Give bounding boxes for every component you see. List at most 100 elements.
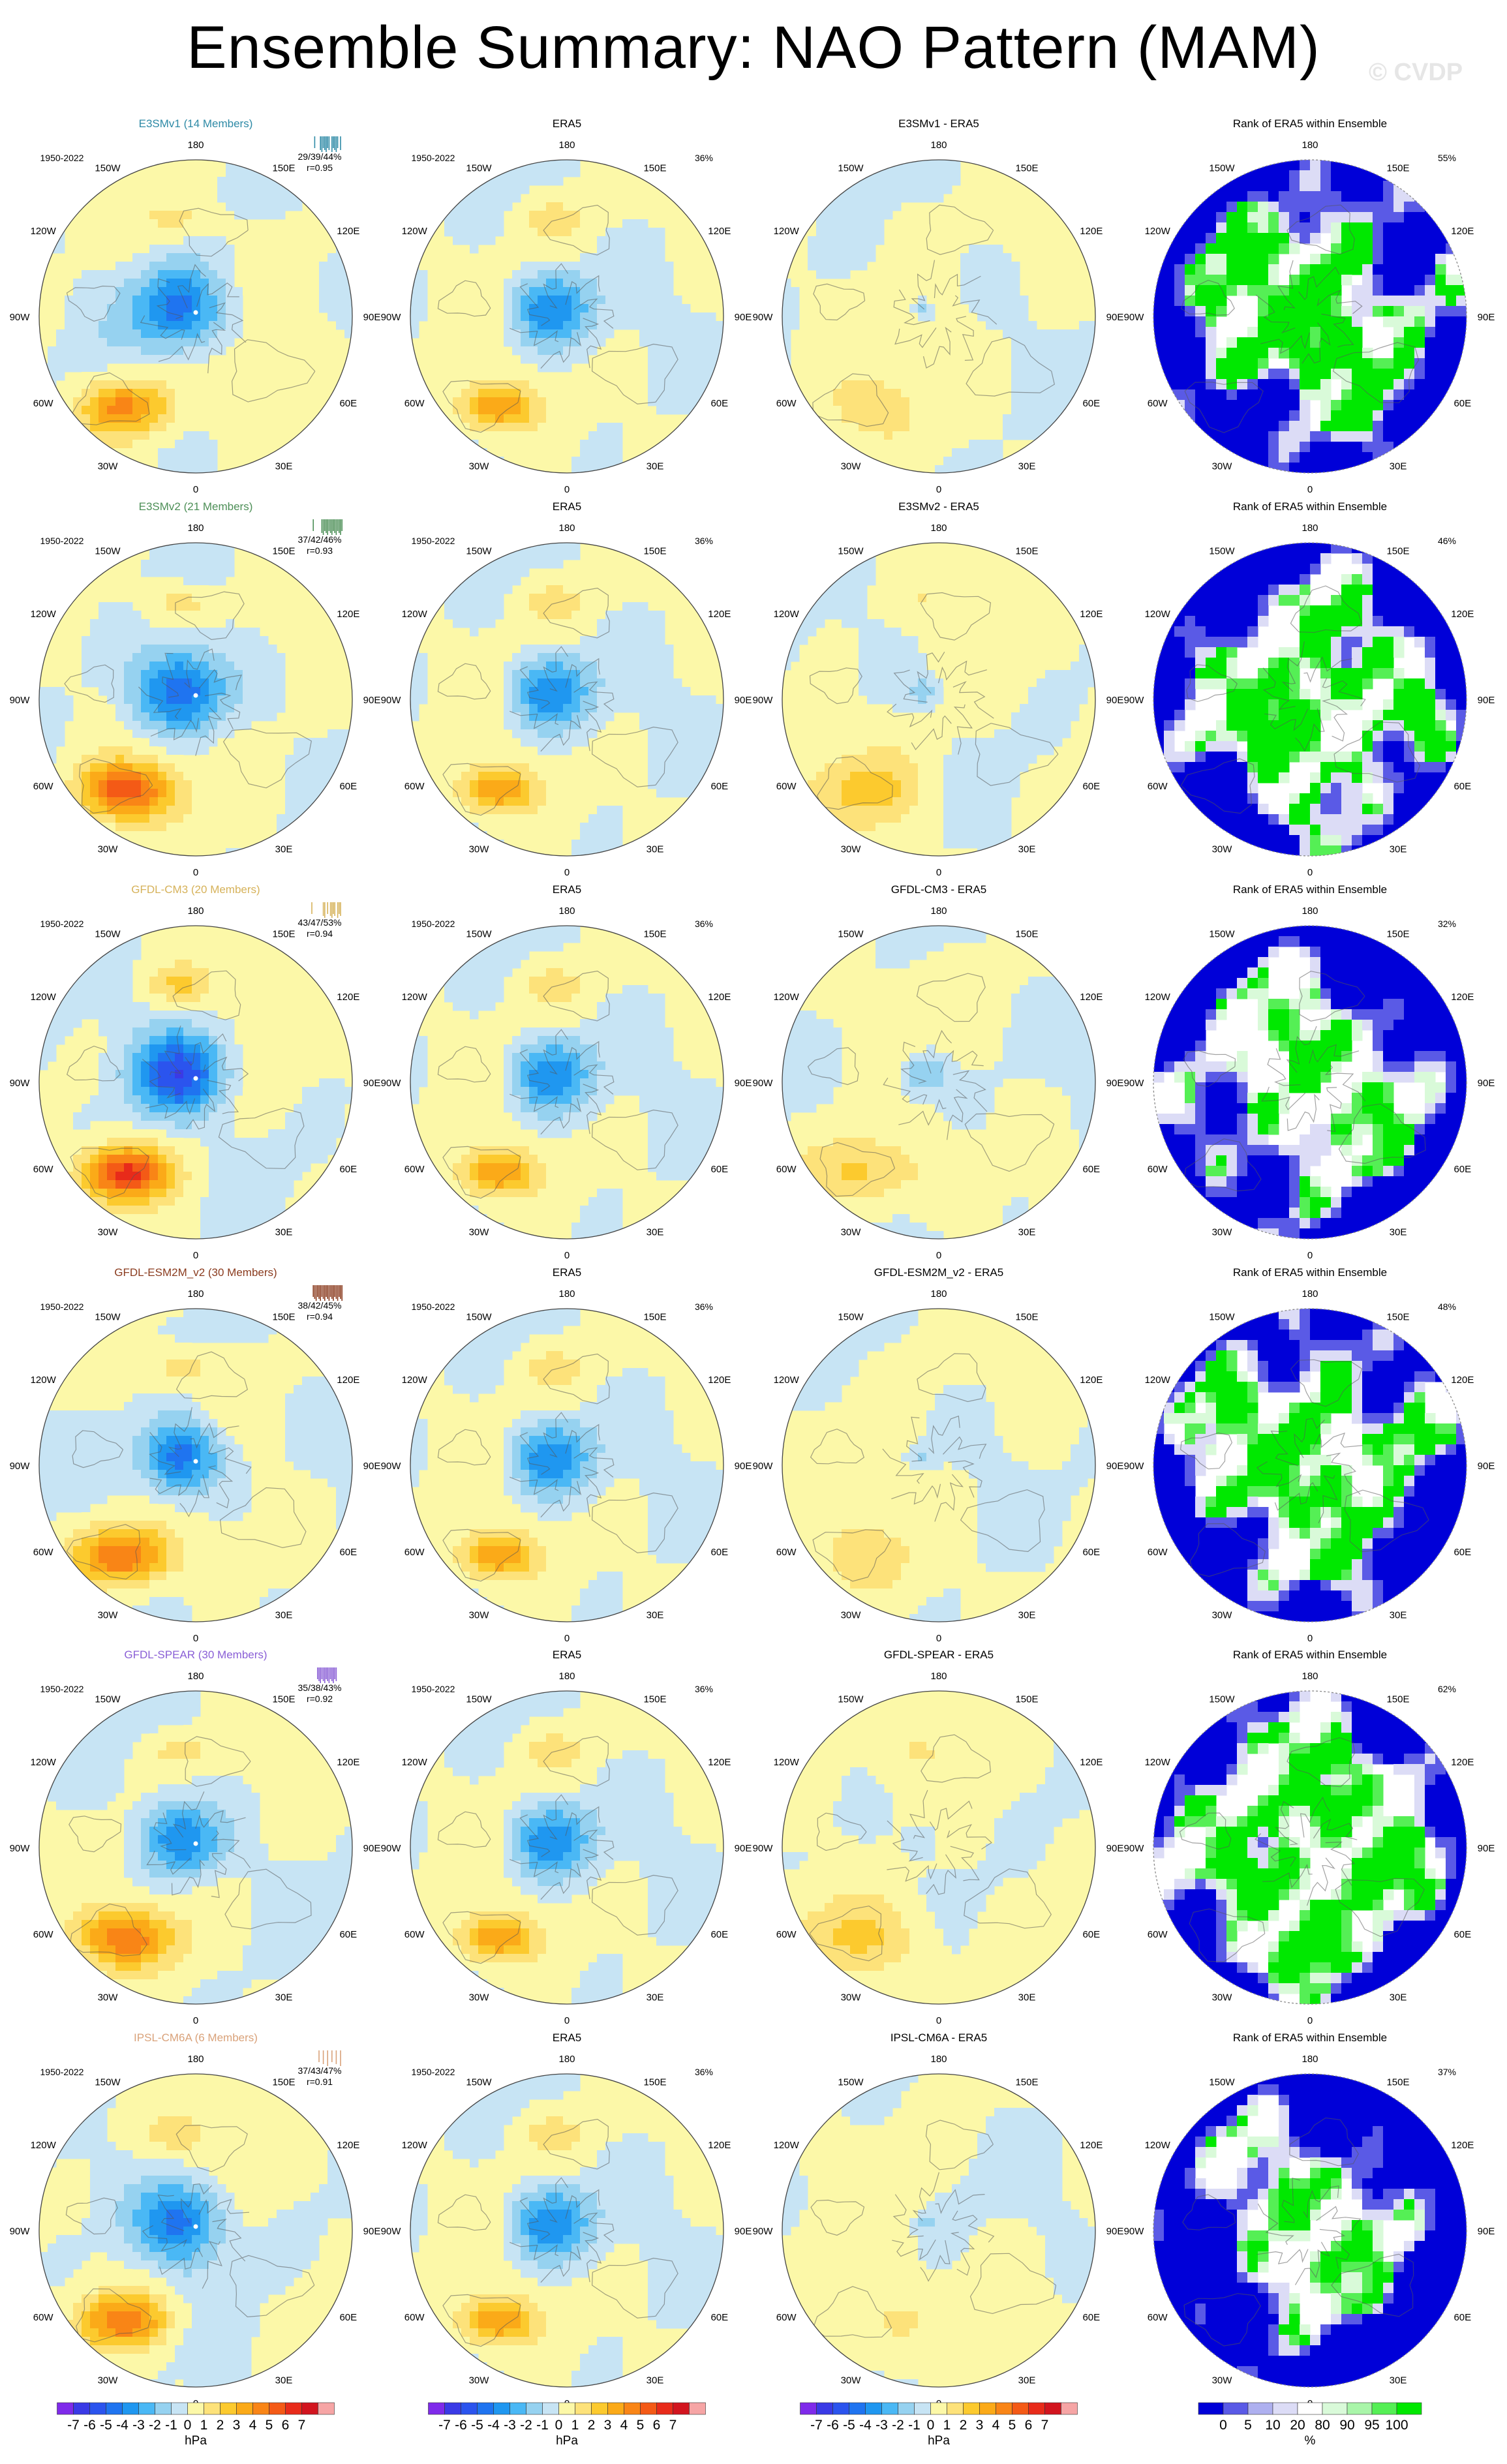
member-bar — [327, 902, 328, 914]
colorbar-box — [656, 2402, 673, 2415]
colorbar-box — [526, 2402, 543, 2415]
colorbar-tick: 0 — [1219, 2418, 1227, 2433]
longitude-label: 90E — [1106, 2226, 1124, 2237]
longitude-label: 60E — [339, 1929, 357, 1940]
colorbar-tick: 0 — [184, 2418, 192, 2433]
longitude-label: 30E — [647, 1227, 664, 1238]
correlation-label: r=0.94 — [307, 928, 333, 939]
colorbar-tick: 1 — [943, 2418, 951, 2433]
colorbar-tick: -1 — [536, 2418, 549, 2433]
colorbar-box — [1272, 2402, 1298, 2415]
longitude-label: 150W — [95, 162, 121, 174]
longitude-label: 0 — [1307, 1250, 1313, 1261]
longitude-label: 90E — [363, 1843, 381, 1854]
longitude-label: 120E — [708, 609, 731, 620]
longitude-label: 0 — [564, 1250, 570, 1261]
colorbar-tick: -3 — [875, 2418, 888, 2433]
longitude-label: 60W — [33, 781, 54, 792]
longitude-label: 150W — [838, 1311, 864, 1322]
longitude-label: 30W — [469, 844, 490, 855]
ensemble-pct-label: 29/39/44% — [298, 151, 342, 162]
longitude-label: 180 — [930, 1671, 947, 1682]
longitude-label: 150W — [1209, 1311, 1235, 1322]
longitude-label: 90E — [735, 695, 752, 706]
coastline — [437, 1353, 678, 1582]
panel-ensemble-gfdl-cm3: GFDL-CM3 (20 Members) 1950-2022 43/47/53%r… — [10, 883, 381, 1261]
longitude-label: 180 — [558, 523, 575, 534]
longitude-label: 150E — [272, 545, 295, 556]
longitude-label: 30W — [1212, 461, 1233, 472]
longitude-label: 120W — [31, 2140, 57, 2151]
panel-difference: GFDL-CM3 - ERA5 0 30E 60E 90E 120E 150E 180 150W… — [753, 883, 1124, 1261]
longitude-label: 30W — [469, 1610, 490, 1621]
panel-era5: ERA51950-202236%030E60E90E120E150E180150… — [381, 2031, 752, 2409]
contour-field — [39, 2074, 352, 2387]
longitude-label: 30W — [98, 844, 119, 855]
colorbar-box — [171, 2402, 188, 2415]
longitude-label: 150W — [466, 545, 492, 556]
panel-rank: Rank of ERA5 within Ensemble37%030E60E90… — [1124, 2031, 1495, 2409]
longitude-label: 90W — [753, 2226, 774, 2237]
period-label: 1950-2022 — [412, 919, 455, 929]
member-bar — [335, 1667, 337, 1681]
colorbar-tick: 5 — [637, 2418, 645, 2433]
panel-difference: E3SMv2 - ERA5 0 30E 60E 90E 120E 150E 180 150W 12… — [753, 500, 1124, 878]
rank-field — [1153, 160, 1467, 473]
contour-field — [410, 1309, 723, 1622]
coastline — [437, 970, 678, 1199]
member-bar — [326, 1667, 327, 1679]
member-bar — [331, 519, 333, 535]
longitude-label: 90W — [1124, 1843, 1145, 1854]
longitude-label: 120W — [1145, 226, 1171, 237]
ensemble-pct-label: 43/47/53% — [298, 917, 342, 928]
member-bar — [320, 1285, 321, 1301]
longitude-label: 120E — [1080, 1375, 1103, 1386]
member-bar — [334, 1285, 335, 1297]
member-bar — [337, 519, 339, 531]
colorbar-box — [285, 2402, 302, 2415]
colorbar-box — [832, 2402, 849, 2415]
coastline — [437, 204, 678, 433]
member-bar — [318, 2050, 320, 2062]
longitude-label: 60E — [339, 1164, 357, 1175]
colorbar-box — [204, 2402, 221, 2415]
longitude-label: 30W — [469, 1227, 490, 1238]
panel-rank: Rank of ERA5 within Ensemble 62% 0 30E 60E 90… — [1124, 1649, 1495, 2026]
longitude-label: 120W — [774, 1757, 800, 1768]
member-bar — [326, 519, 327, 533]
coastline — [66, 207, 316, 425]
center-marker — [193, 310, 198, 315]
longitude-label: 90W — [381, 695, 402, 706]
panel-title: E3SMv2 (21 Members) — [139, 500, 253, 513]
colorbar-box — [542, 2402, 559, 2415]
longitude-label: 90W — [753, 695, 774, 706]
member-bar — [340, 519, 341, 535]
colorbar-box — [575, 2402, 592, 2415]
member-bar — [327, 1667, 328, 1681]
ensemble-pct-label: 35/38/43% — [298, 1682, 342, 1693]
longitude-label: 30W — [98, 1992, 119, 2003]
longitude-label: 30W — [841, 1992, 862, 2003]
member-bar — [331, 1667, 333, 1681]
period-label: 1950-2022 — [412, 153, 455, 163]
longitude-label: 120E — [1080, 1757, 1103, 1768]
longitude-label: 60W — [33, 1164, 54, 1175]
longitude-label: 150E — [272, 928, 295, 939]
longitude-label: 150W — [466, 2076, 492, 2088]
longitude-label: 60E — [1082, 1929, 1100, 1940]
coastline — [437, 1735, 678, 1964]
colorbar-box — [673, 2402, 690, 2415]
colorbar-tick: 2 — [217, 2418, 224, 2433]
longitude-label: 150W — [95, 1311, 121, 1322]
longitude-label: 180 — [187, 1288, 204, 1300]
rank-field — [1153, 543, 1467, 856]
longitude-label: 180 — [1302, 523, 1318, 534]
colorbar-box — [122, 2402, 139, 2415]
longitude-label: 150E — [272, 1311, 295, 1322]
panel-ensemble-e3smv2: E3SMv2 (21 Members) 1950-2022 37/42/46%r=0… — [10, 500, 381, 878]
longitude-label: 120E — [1451, 609, 1474, 620]
correlation-label: r=0.95 — [307, 162, 333, 173]
member-bar — [341, 1285, 342, 1301]
